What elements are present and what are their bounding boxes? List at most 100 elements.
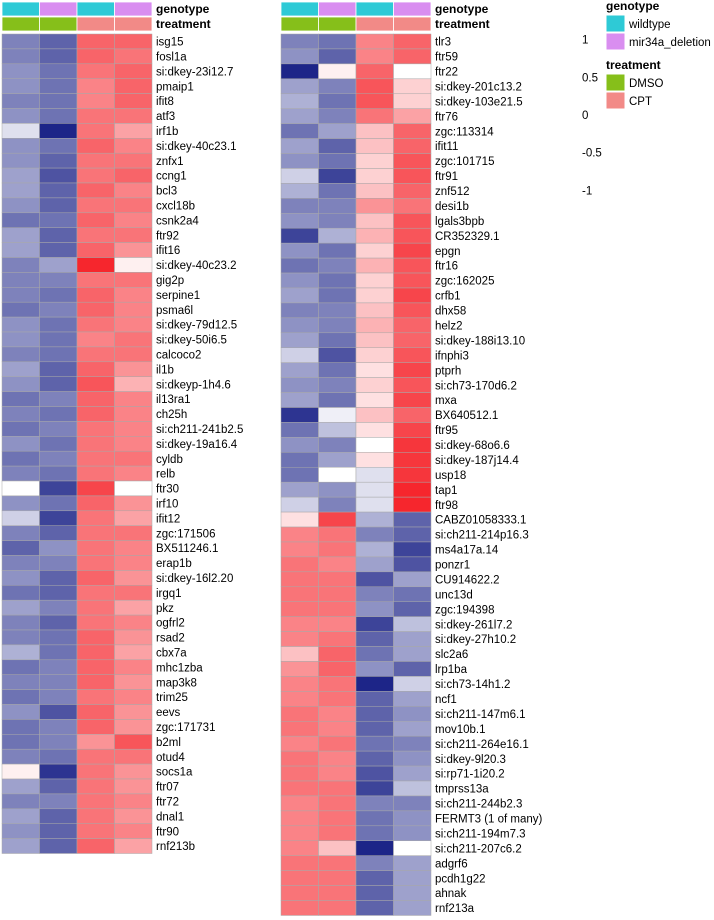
heatmap-cell: [355, 407, 394, 423]
heatmap-cell: [1, 644, 40, 661]
heatmap-cell: [355, 706, 394, 722]
heatmap-cell: [39, 778, 78, 795]
heatmap-cell: [318, 750, 357, 767]
heatmap-cell: [76, 212, 115, 228]
gene-label: znf512: [435, 186, 470, 198]
heatmap-cell: [280, 706, 319, 722]
gene-label: il13ra1: [156, 394, 191, 406]
heatmap-cell: [355, 735, 394, 752]
heatmap-cell: [39, 838, 78, 854]
gene-label: ccng1: [156, 171, 187, 183]
gene-label: tlr3: [435, 37, 451, 49]
heatmap-cell: [393, 227, 432, 244]
heatmap-cell: [39, 793, 78, 810]
heatmap-cell: [114, 78, 153, 94]
heatmap-cell: [280, 481, 319, 498]
gene-label: si:ch211-264e16.1: [435, 739, 529, 751]
heatmap-cell: [39, 644, 78, 661]
heatmap-cell: [355, 631, 394, 647]
heatmap-cell: [280, 601, 319, 617]
heatmap-cell: [114, 823, 153, 839]
heatmap-cell: [355, 272, 394, 289]
heatmap-cell: [393, 556, 432, 573]
heatmap-cell: [76, 495, 115, 512]
gene-label: ogfrl2: [156, 618, 185, 630]
gene-label: fosl1a: [156, 52, 187, 64]
gene-label: trim25: [156, 692, 188, 704]
heatmap-cell: [76, 361, 115, 377]
heatmap-cell: [318, 676, 357, 692]
heatmap-cell: [76, 540, 115, 556]
gene-label: CABZ01058333.1: [435, 515, 526, 527]
heatmap-cell: [114, 138, 153, 154]
heatmap-cell: [280, 541, 319, 558]
heatmap-cell: [318, 272, 357, 289]
heatmap-cell: [76, 152, 115, 169]
legend-title: treatment: [606, 58, 661, 72]
heatmap-cell: [39, 510, 78, 526]
heatmap-cell: [1, 242, 40, 258]
heatmap-cell: [280, 885, 319, 901]
heatmap-cell: [393, 735, 432, 752]
heatmap-cell: [1, 719, 40, 735]
gene-label: socs1a: [156, 767, 193, 779]
heatmap-cell: [114, 123, 153, 139]
heatmap-cell: [1, 197, 40, 214]
gene-label: ftr76: [435, 111, 458, 123]
heatmap-cell: [318, 63, 357, 80]
heatmap-cell: [76, 704, 115, 720]
heatmap-cell: [1, 823, 40, 839]
genotype-annotation-cell: [280, 1, 319, 17]
heatmap-cell: [318, 855, 357, 871]
heatmap-cell: [39, 525, 78, 541]
gene-label: slc2a6: [435, 649, 468, 661]
heatmap-cell: [280, 691, 319, 707]
heatmap-cell: [76, 838, 115, 854]
gene-label: si:dkey-261l7.2: [435, 619, 512, 631]
heatmap-cell: [393, 168, 432, 184]
heatmap-cell: [393, 870, 432, 886]
heatmap-cell: [39, 599, 78, 616]
gene-label: zgc:162025: [435, 276, 494, 288]
heatmap-cell: [1, 406, 40, 422]
heatmap-cell: [39, 540, 78, 556]
heatmap-cell: [393, 616, 432, 632]
treatment-annotation-cell: [280, 16, 319, 32]
heatmap-cell: [39, 78, 78, 94]
heatmap-cell: [114, 197, 153, 214]
heatmap-cell: [39, 436, 78, 452]
gene-label: si:ch211-147m6.1: [435, 709, 526, 721]
heatmap-cell: [393, 257, 432, 274]
heatmap-cell: [393, 242, 432, 259]
heatmap-cell: [114, 734, 153, 750]
legend-label: DMSO: [629, 78, 664, 90]
heatmap-cell: [280, 362, 319, 378]
heatmap-cell: [355, 496, 394, 513]
heatmap-cell: [1, 257, 40, 273]
heatmap-cell: [1, 540, 40, 556]
heatmap-cell: [280, 347, 319, 363]
heatmap-cell: [355, 511, 394, 528]
heatmap-cell: [1, 778, 40, 795]
gene-label: si:ch211-244b2.3: [435, 799, 522, 811]
gene-label: ftr72: [156, 797, 179, 809]
heatmap-cell: [393, 407, 432, 423]
heatmap-cell: [114, 465, 153, 482]
heatmap-cell: [114, 763, 153, 780]
heatmap-cell: [1, 614, 40, 631]
gene-label: unc13d: [435, 589, 473, 601]
heatmap-cell: [393, 780, 432, 797]
colorbar-tick-label: -0.5: [582, 148, 602, 160]
heatmap-cell: [39, 763, 78, 780]
heatmap-cell: [355, 392, 394, 408]
heatmap-cell: [39, 659, 78, 675]
heatmap-cell: [76, 138, 115, 154]
heatmap-cell: [39, 674, 78, 690]
heatmap-cell: [76, 570, 115, 586]
heatmap-cell: [76, 93, 115, 109]
heatmap-cell: [355, 616, 394, 632]
heatmap-cell: [1, 78, 40, 94]
heatmap-cell: [76, 287, 115, 303]
heatmap-cell: [355, 242, 394, 259]
gene-label: si:dkey-201c13.2: [435, 81, 522, 93]
